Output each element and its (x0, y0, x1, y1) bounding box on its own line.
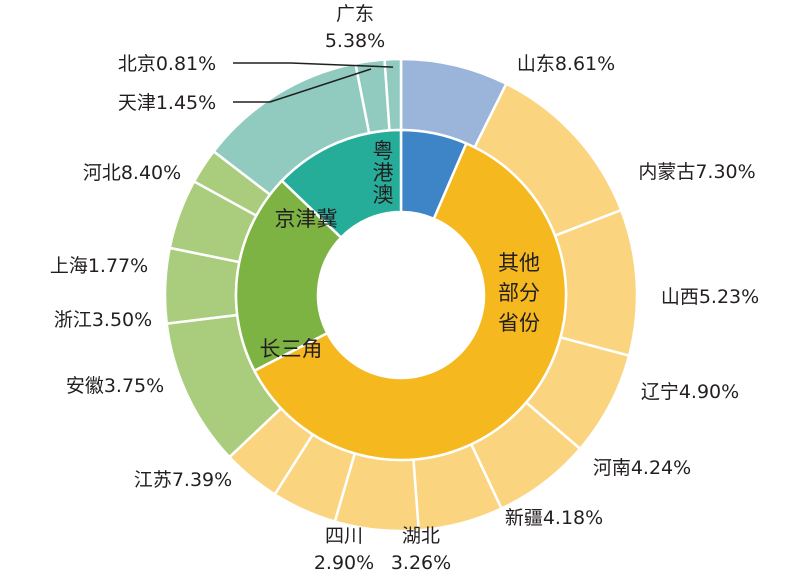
outer-label-e5b1b1e8a5bf: 山西5.23% (661, 286, 759, 308)
outer-label-e6b599e6b19f: 浙江3.50% (54, 309, 152, 331)
inner-label-0: 粤港澳 (373, 139, 394, 207)
outer-label-e5ae89e5bebd: 安徽3.75% (66, 375, 164, 397)
outer-label-e5b9bfe4b89c: 广东 5.38% (325, 3, 385, 52)
outer-labels: 广东 5.38% 山东8.61% 内蒙古7.30% 山西5.23% 辽宁4.90% 河南4.… (50, 3, 759, 574)
outer-label-e6b996e58c97: 湖北 3.26% (391, 525, 451, 574)
inner-ring (234, 128, 568, 462)
leader-line-e5a4a9e6b4a5 (233, 68, 372, 103)
inner-wedge-3 (280, 128, 403, 240)
outer-label-e58685e89299e58fa4: 内蒙古7.30% (638, 161, 755, 183)
outer-label-e5a4a9e6b4a5: 天津1.45% (118, 92, 216, 114)
leader-line-e58c97e4baac (233, 62, 394, 68)
inner-label-1: 其他部分省份 (498, 251, 540, 335)
outer-label-e5b1b1e4b89c: 山东8.61% (517, 53, 615, 75)
inner-label-2: 长三角 (260, 337, 323, 361)
outer-label-e8bebde5ae81: 辽宁4.90% (641, 381, 739, 403)
outer-label-e58c97e4baac: 北京0.81% (118, 53, 216, 75)
inner-label-3: 京津冀 (275, 207, 338, 231)
outer-label-e6b2b3e58d97: 河南4.24% (593, 457, 691, 479)
leader-lines (233, 62, 394, 103)
outer-wedge-2 (553, 208, 639, 358)
outer-label-e6b19fe88b8f: 江苏7.39% (134, 469, 232, 491)
outer-label-e6b2b3e58c97: 河北8.40% (83, 162, 181, 184)
outer-label-e59b9be5b79d: 四川 2.90% (314, 525, 374, 574)
inner-wedge-2 (234, 179, 343, 373)
outer-label-e4b88ae6b5b7: 上海1.77% (50, 255, 148, 277)
inner-wedge-1 (252, 141, 568, 462)
outer-label-e696b0e79686: 新疆4.18% (505, 507, 603, 529)
